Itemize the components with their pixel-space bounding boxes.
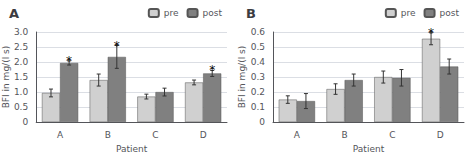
svg-text:*: *	[428, 26, 434, 40]
svg-text:post: post	[440, 8, 460, 18]
svg-text:pre: pre	[401, 8, 416, 18]
svg-text:0: 0	[259, 117, 265, 127]
svg-text:pre: pre	[164, 8, 179, 18]
svg-text:*: *	[209, 63, 215, 77]
svg-text:A: A	[57, 130, 64, 140]
svg-text:B: B	[342, 130, 348, 140]
svg-text:1.5: 1.5	[14, 72, 28, 82]
svg-text:BFI in mg/(l s): BFI in mg/(l s)	[237, 46, 247, 109]
svg-text:0.4: 0.4	[251, 57, 266, 67]
svg-text:post: post	[203, 8, 223, 18]
svg-text:0.5: 0.5	[251, 42, 265, 52]
svg-text:D: D	[437, 130, 444, 140]
svg-text:B: B	[105, 130, 111, 140]
svg-text:A: A	[9, 6, 19, 21]
svg-text:*: *	[66, 54, 72, 68]
svg-text:BFI in mg/(l s): BFI in mg/(l s)	[1, 46, 11, 109]
svg-text:*: *	[114, 39, 120, 53]
svg-text:A: A	[294, 130, 301, 140]
svg-text:0.5: 0.5	[14, 102, 28, 112]
svg-text:0.1: 0.1	[251, 102, 265, 112]
svg-text:Patient: Patient	[116, 144, 148, 154]
svg-text:Patient: Patient	[353, 144, 385, 154]
svg-text:3.0: 3.0	[14, 27, 29, 37]
svg-text:B: B	[246, 6, 256, 21]
svg-text:0: 0	[22, 117, 28, 127]
svg-text:1.0: 1.0	[14, 87, 29, 97]
svg-text:C: C	[389, 130, 395, 140]
svg-text:2.5: 2.5	[14, 42, 28, 52]
svg-text:2.0: 2.0	[14, 57, 29, 67]
svg-text:0.3: 0.3	[251, 72, 265, 82]
svg-text:C: C	[152, 130, 158, 140]
svg-text:0.6: 0.6	[251, 27, 266, 37]
svg-text:D: D	[200, 130, 207, 140]
svg-text:0.2: 0.2	[251, 87, 265, 97]
